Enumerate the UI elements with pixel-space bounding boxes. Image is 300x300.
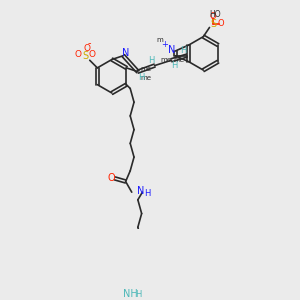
Text: HO: HO	[209, 10, 220, 19]
Text: N: N	[137, 186, 145, 196]
Text: me: me	[160, 57, 172, 63]
Text: O: O	[88, 50, 95, 59]
Text: me: me	[140, 66, 151, 72]
Text: me: me	[140, 75, 151, 81]
Text: H: H	[180, 46, 187, 55]
Text: N: N	[168, 45, 175, 55]
Text: H: H	[144, 189, 150, 198]
Text: O: O	[75, 50, 82, 58]
Text: me: me	[173, 57, 184, 63]
Text: +: +	[161, 40, 168, 50]
Text: H: H	[148, 56, 155, 65]
Text: H: H	[138, 73, 144, 82]
Text: -: -	[88, 38, 92, 48]
Text: O: O	[107, 173, 115, 183]
Text: m: m	[157, 38, 163, 44]
Text: S: S	[210, 19, 216, 28]
Text: O: O	[84, 44, 91, 52]
Text: NH: NH	[123, 290, 138, 299]
Text: O: O	[218, 19, 224, 28]
Text: H: H	[171, 61, 178, 70]
Text: S: S	[83, 51, 89, 62]
Text: H: H	[135, 290, 141, 299]
Text: O: O	[210, 11, 217, 20]
Text: N: N	[122, 48, 129, 59]
